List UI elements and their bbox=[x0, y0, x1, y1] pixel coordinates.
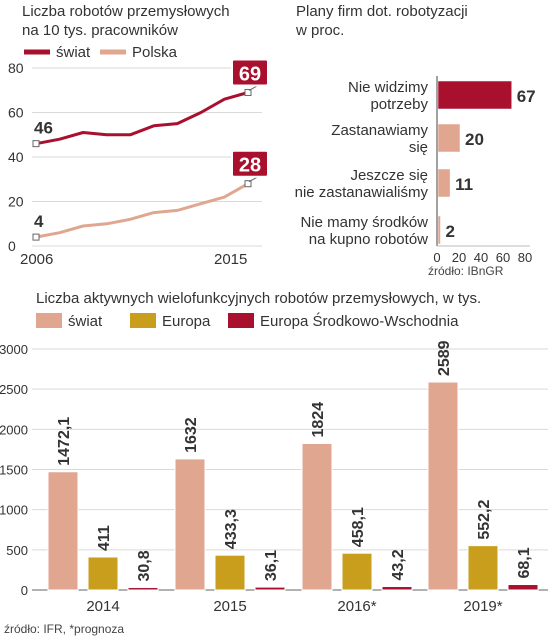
y-tick-label: 1500 bbox=[0, 463, 28, 478]
line-chart-title-line2: na 10 tys. pracowników bbox=[22, 22, 178, 39]
bar-value-label: 68,1 bbox=[516, 547, 533, 578]
bar-cee bbox=[507, 584, 539, 591]
legend-swatch-europe bbox=[130, 313, 156, 328]
y-tick-label: 0 bbox=[8, 238, 16, 254]
bar-europe bbox=[87, 556, 119, 591]
end-value-label: 69 bbox=[239, 63, 261, 85]
end-value-callout-box bbox=[231, 149, 269, 178]
start-marker bbox=[32, 140, 40, 148]
x-tick-label: 0 bbox=[433, 250, 440, 265]
bar-europe bbox=[467, 545, 499, 591]
hbar-chart-title-line2: w proc. bbox=[296, 22, 345, 39]
bar-europe bbox=[214, 554, 246, 591]
start-value-label: 46 bbox=[34, 119, 53, 138]
x-tick-label: 2015 bbox=[213, 598, 246, 615]
bar-world bbox=[301, 442, 333, 591]
legend-swatch-cee bbox=[228, 313, 254, 328]
bar-cee bbox=[127, 587, 159, 591]
y-tick-label: 2500 bbox=[0, 382, 28, 397]
legend-swatch-world bbox=[36, 313, 62, 328]
line-chart-title-line1: Liczba robotów przemysłowych bbox=[22, 3, 230, 20]
bar-value-label: 1824 bbox=[310, 402, 327, 438]
end-value-callout-box bbox=[231, 58, 269, 87]
bar-value-label: 20 bbox=[465, 130, 484, 149]
y-tick-label: 1000 bbox=[0, 503, 28, 518]
bar-world bbox=[427, 381, 459, 591]
category-label: Nie widzimy bbox=[348, 79, 429, 96]
hbar-chart-title-line1: Plany firm dot. robotyzacji bbox=[296, 3, 468, 20]
start-value-label: 4 bbox=[34, 212, 44, 231]
category-label: Nie mamy środków bbox=[300, 214, 428, 231]
y-tick-label: 60 bbox=[8, 105, 24, 121]
bar-value-label: 433,3 bbox=[223, 509, 240, 549]
bar bbox=[437, 168, 451, 198]
end-marker bbox=[244, 88, 252, 96]
y-tick-label: 80 bbox=[8, 60, 24, 76]
x-tick-label: 2019* bbox=[463, 598, 502, 615]
start-marker bbox=[32, 233, 40, 241]
x-tick-label: 80 bbox=[518, 250, 532, 265]
category-label: potrzeby bbox=[370, 96, 428, 113]
x-tick-label: 40 bbox=[474, 250, 488, 265]
bar-source: źródło: IFR, *prognoza bbox=[4, 622, 125, 636]
bar-value-label: 67 bbox=[517, 87, 536, 106]
category-label: Jeszcze się bbox=[350, 167, 428, 184]
bar-value-label: 36,1 bbox=[263, 550, 280, 581]
bar-world bbox=[47, 471, 79, 591]
bar-world bbox=[174, 458, 206, 591]
series-line-poland bbox=[35, 182, 249, 239]
bar-europe bbox=[341, 552, 373, 591]
hbar-source: źródło: IBnGR bbox=[428, 264, 504, 278]
bar-chart-title: Liczba aktywnych wielofunkcyjnych robotó… bbox=[36, 290, 482, 307]
x-tick-label: 2015 bbox=[214, 251, 247, 268]
x-tick-label: 20 bbox=[452, 250, 466, 265]
y-tick-label: 40 bbox=[8, 149, 24, 165]
x-tick-label: 2014 bbox=[86, 598, 119, 615]
bar-value-label: 1632 bbox=[183, 417, 200, 453]
category-label: się bbox=[409, 139, 428, 156]
category-label: na kupno robotów bbox=[309, 231, 428, 248]
x-tick-label: 60 bbox=[496, 250, 510, 265]
series-line-world bbox=[35, 91, 249, 146]
legend-label-europe: Europa bbox=[162, 313, 211, 330]
legend-label-cee: Europa Środkowo-Wschodnia bbox=[260, 312, 459, 330]
x-tick-label: 2006 bbox=[20, 251, 53, 268]
end-value-label: 28 bbox=[239, 155, 261, 177]
y-tick-label: 0 bbox=[21, 583, 28, 598]
bar-value-label: 552,2 bbox=[476, 499, 493, 539]
bar bbox=[437, 215, 441, 245]
bar-value-label: 11 bbox=[455, 175, 473, 194]
legend-label-world: świat bbox=[56, 44, 91, 61]
bar bbox=[437, 123, 461, 153]
bar-cee bbox=[254, 586, 286, 591]
bar-value-label: 43,2 bbox=[390, 549, 407, 580]
bar-value-label: 2589 bbox=[436, 340, 453, 376]
bar bbox=[437, 80, 512, 110]
bar-cee bbox=[381, 586, 413, 591]
y-tick-label: 3000 bbox=[0, 342, 28, 357]
bar-value-label: 458,1 bbox=[350, 507, 367, 547]
legend-label-world: świat bbox=[68, 313, 103, 330]
bar-value-label: 30,8 bbox=[136, 550, 153, 581]
bar-value-label: 2 bbox=[446, 222, 455, 241]
end-marker bbox=[244, 180, 252, 188]
x-tick-label: 2016* bbox=[337, 598, 376, 615]
y-tick-label: 2000 bbox=[0, 422, 28, 437]
bar-value-label: 1472,1 bbox=[56, 417, 73, 466]
y-tick-label: 20 bbox=[8, 194, 24, 210]
y-tick-label: 500 bbox=[6, 543, 28, 558]
bar-value-label: 411 bbox=[96, 525, 113, 551]
category-label: nie zastanawialiśmy bbox=[295, 184, 429, 201]
legend-label-poland: Polska bbox=[132, 44, 178, 61]
category-label: Zastanawiamy bbox=[331, 122, 428, 139]
